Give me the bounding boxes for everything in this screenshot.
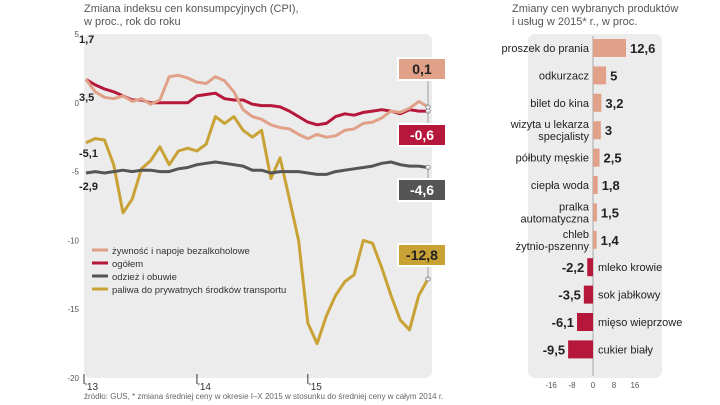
- bar-category-label: mleko krowie: [598, 262, 662, 274]
- bar-category-label: sok jabłkowy: [598, 290, 661, 302]
- bar: [593, 93, 602, 112]
- bar-value-label: 2,5: [604, 151, 622, 166]
- bar-category-label: mięso wieprzowe: [598, 317, 682, 329]
- y-tick-label: -10: [67, 236, 79, 245]
- bar-value-label: 3,2: [605, 96, 623, 111]
- legend-label: żywność i napoje bezalkoholowe: [112, 246, 250, 257]
- end-value-label: -4,6: [410, 182, 434, 198]
- bar-category-label: bilet do kina: [530, 98, 590, 110]
- bar-category-label: cukier biały: [598, 344, 654, 356]
- left-chart-subtitle: w proc., rok do roku: [84, 16, 181, 28]
- source-note: źródło: GUS, * zmiana średniej ceny w ok…: [84, 392, 444, 401]
- bar: [593, 176, 598, 194]
- series-line: [85, 160, 429, 176]
- x-tick-label: '13: [85, 382, 98, 393]
- end-value-label: -12,8: [406, 247, 438, 263]
- x-tick-label: 0: [591, 381, 596, 390]
- bar-category-label: odkurzacz: [539, 70, 589, 82]
- x-tick-label: -16: [545, 381, 557, 390]
- x-tick-label: -8: [568, 381, 576, 390]
- end-value-label: -0,6: [410, 127, 434, 143]
- end-value-box: [397, 123, 447, 147]
- left-chart-title: Zmiana indeksu cen konsumpcyjnych (CPI),…: [84, 3, 414, 29]
- bar: [593, 230, 597, 249]
- x-tick-label: 8: [612, 381, 617, 390]
- bar-category-label: półbuty męskie: [516, 153, 589, 165]
- end-value-box: [397, 243, 447, 267]
- bar: [568, 340, 593, 359]
- bar: [577, 313, 593, 331]
- bar-value-label: 1,8: [602, 178, 620, 193]
- bar: [583, 285, 593, 304]
- legend-label: odzież i obuwie: [112, 272, 177, 283]
- bar: [593, 203, 597, 222]
- bar: [593, 66, 607, 85]
- series-line: [85, 115, 430, 346]
- bar-value-label: 1,4: [601, 233, 620, 248]
- price-change-bar-chart: -16 -8 0 8 16 12,6 proszek do prania 5 odkurzacz…: [502, 34, 682, 390]
- bar: [593, 148, 600, 167]
- bar-category-label: ciepła woda: [531, 180, 590, 192]
- right-chart-title-line: Zmiany cen wybranych produktów: [512, 3, 679, 15]
- series-start-label: -2,9: [79, 181, 98, 193]
- series-start-label: 1,7: [79, 34, 94, 46]
- end-value-box: [397, 178, 447, 202]
- x-tick-label: 16: [630, 381, 639, 390]
- bar-category-label: chleb żytnio-pszenny: [516, 229, 590, 253]
- bar-category-label: proszek do prania: [502, 43, 590, 55]
- x-tick-label: '14: [198, 382, 211, 393]
- bar-value-label: -3,5: [558, 288, 580, 303]
- series-start-label: 3,5: [79, 92, 94, 104]
- bar-value-label: 3: [605, 123, 612, 138]
- bar-value-label: 12,6: [630, 41, 655, 56]
- end-value-box: [397, 57, 447, 81]
- bar-value-label: 5: [610, 68, 617, 83]
- series-start-label: -5,1: [79, 148, 98, 160]
- bar-category-label: pralka automatyczna: [521, 201, 590, 225]
- bar: [587, 258, 593, 277]
- y-tick-label: -15: [67, 305, 79, 314]
- series-line: [84, 73, 429, 141]
- legend-label: ogółem: [112, 259, 143, 270]
- bar: [593, 121, 601, 140]
- bar-value-label: 1,5: [601, 205, 619, 220]
- bar-value-label: -9,5: [543, 342, 565, 357]
- y-tick-label: -20: [67, 374, 79, 383]
- plot-background: [84, 34, 432, 378]
- x-tick-label: '15: [309, 382, 322, 393]
- y-tick-label: 5: [75, 30, 80, 39]
- bar: [593, 39, 626, 57]
- y-tick-label: 0: [75, 99, 80, 108]
- bar-value-label: -2,2: [562, 260, 584, 275]
- right-chart-subtitle: i usług w 2015* r., w proc.: [512, 16, 638, 28]
- bar-category-label: wizyta u lekarza specjalisty: [510, 119, 590, 143]
- end-value-label: 0,1: [412, 61, 432, 77]
- y-tick-label: -5: [72, 168, 80, 177]
- right-chart-title: Zmiany cen wybranych produktów i usług w…: [512, 3, 717, 29]
- bar-value-label: -6,1: [552, 315, 574, 330]
- left-chart-title-line: Zmiana indeksu cen konsumpcyjnych (CPI),: [84, 3, 299, 15]
- cpi-line-chart: 5 0 -5 -10 -15 -20 '13 '14 '15 1,7 3,5 -5,1 -2,9 0,1 -…: [67, 30, 447, 393]
- legend-label: paliwa do prywatnych środków transportu: [112, 285, 286, 296]
